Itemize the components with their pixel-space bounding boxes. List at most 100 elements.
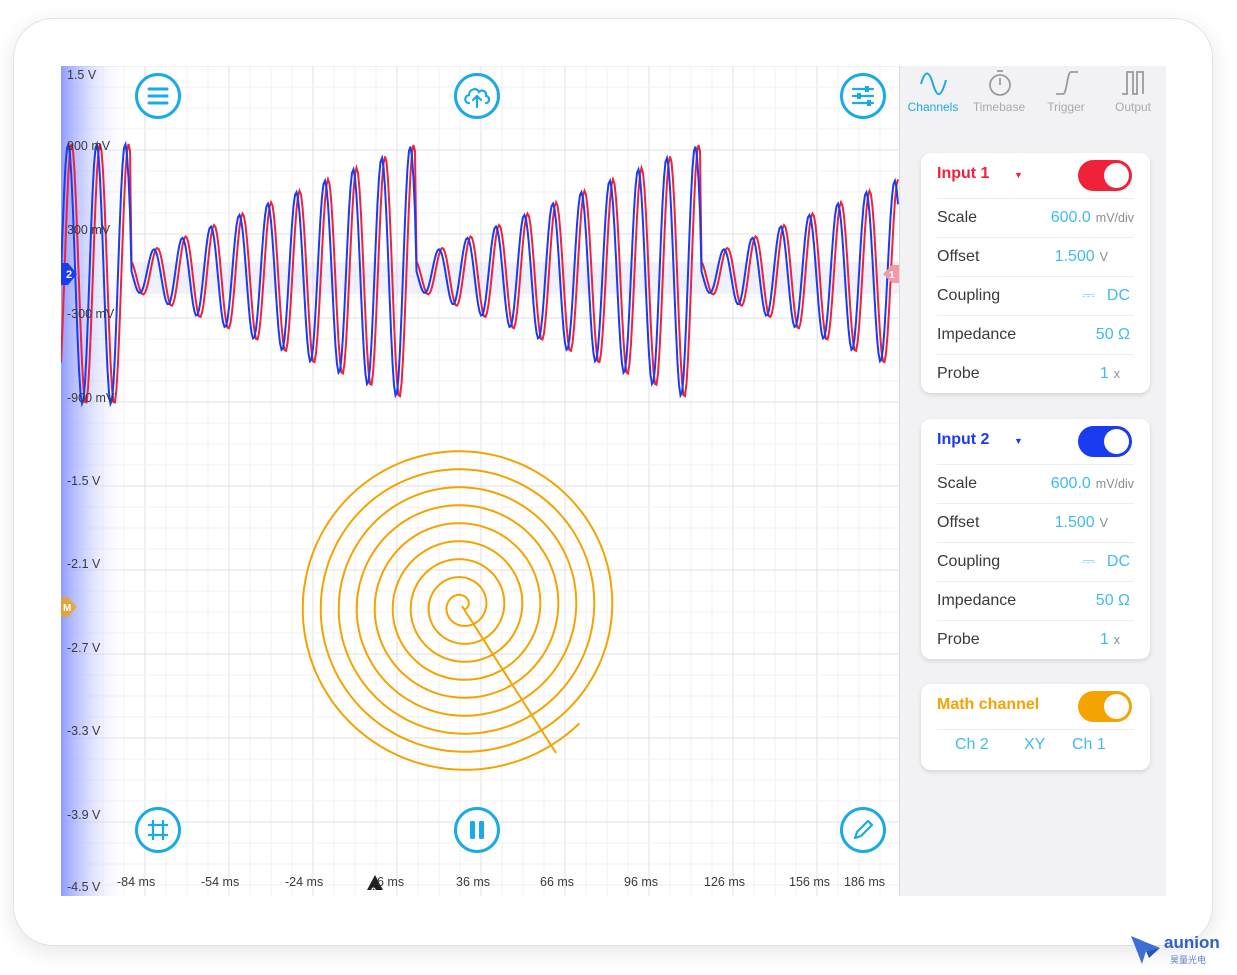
sine-wave-icon — [920, 72, 947, 95]
x-tick-label: -24 ms — [285, 875, 324, 889]
tab-label: Trigger — [1047, 100, 1085, 114]
tab-channels[interactable]: Channels — [900, 66, 966, 124]
dc-symbol-icon: ⎓ — [1082, 287, 1095, 304]
y-tick-label: -3.3 V — [67, 724, 101, 738]
input1-card: Input 1 ▼ Scale 600.0 mV/div Offset 1.500… — [921, 153, 1150, 393]
y-tick-label: -4.5 V — [67, 880, 101, 894]
input1-offset-row[interactable]: Offset 1.500 V — [937, 237, 1134, 277]
channel2-marker[interactable]: 2 — [61, 263, 77, 285]
scale-number: 600.0 — [1050, 209, 1091, 226]
cloud-upload-icon — [464, 88, 491, 109]
grid-button[interactable] — [135, 807, 181, 853]
brand-name: aunion — [1164, 933, 1220, 952]
offset-number: 1.500 — [1054, 514, 1095, 531]
math-marker[interactable]: M — [61, 597, 77, 617]
scale-unit: mV/div — [1095, 211, 1134, 225]
chevron-down-icon[interactable]: ▼ — [1014, 436, 1023, 446]
grid-icon — [148, 820, 168, 840]
channel2-trace — [61, 140, 899, 408]
tab-timebase[interactable]: Timebase — [966, 66, 1032, 124]
row-label: Coupling — [937, 287, 1001, 304]
input2-offset-row[interactable]: Offset 1.500 V — [937, 503, 1134, 543]
math-mode[interactable]: XY — [1024, 736, 1046, 753]
math-operand-a[interactable]: Ch 2 — [955, 736, 989, 753]
pulse-wave-icon — [1122, 71, 1144, 95]
pause-button[interactable] — [454, 807, 500, 853]
offset-unit: V — [1099, 516, 1108, 530]
toggle-knob — [1104, 163, 1129, 188]
scope-grid — [61, 66, 899, 896]
y-tick-label: -2.7 V — [67, 641, 101, 655]
x-tick-label: 126 ms — [704, 875, 745, 889]
coupling-text: DC — [1106, 553, 1130, 570]
probe-number: 1 — [1099, 631, 1109, 648]
x-tick-label: 186 ms — [844, 875, 885, 889]
math-header[interactable]: Math channel — [937, 684, 1134, 730]
input2-scale-row[interactable]: Scale 600.0 mV/div — [937, 464, 1134, 504]
cloud-upload-button[interactable] — [454, 73, 500, 119]
svg-text:M: M — [63, 603, 71, 614]
chevron-down-icon[interactable]: ▼ — [1014, 170, 1023, 180]
offset-value[interactable]: 1.500 V — [1055, 248, 1108, 266]
input2-card: Input 2 ▼ Scale 600.0 mV/div Offset 1.500… — [921, 419, 1150, 659]
probe-number: 1 — [1099, 365, 1109, 382]
row-label: Impedance — [937, 592, 1017, 609]
impedance-value[interactable]: 50 Ω — [1095, 326, 1130, 343]
scale-number: 600.0 — [1050, 475, 1091, 492]
tab-output[interactable]: Output — [1100, 66, 1166, 124]
trigger-time-marker[interactable]: 0 — [367, 875, 383, 896]
impedance-value[interactable]: 50 Ω — [1095, 592, 1130, 609]
math-operand-b[interactable]: Ch 1 — [1072, 736, 1106, 753]
annotate-button[interactable] — [840, 807, 886, 853]
scale-value[interactable]: 600.0 mV/div — [1051, 475, 1134, 493]
input1-scale-row[interactable]: Scale 600.0 mV/div — [937, 198, 1134, 238]
menu-icon — [147, 87, 169, 105]
row-label: Scale — [937, 475, 978, 492]
coupling-value[interactable]: ⎓ DC — [1082, 553, 1130, 571]
coupling-value[interactable]: ⎓ DC — [1082, 287, 1130, 305]
offset-value[interactable]: 1.500 V — [1055, 514, 1108, 532]
paper-plane-icon — [1131, 936, 1160, 964]
pause-icon — [470, 821, 484, 839]
math-toggle[interactable] — [1078, 691, 1132, 722]
settings-button[interactable] — [840, 73, 886, 119]
input1-header[interactable]: Input 1 ▼ — [937, 153, 1134, 199]
input2-toggle[interactable] — [1078, 426, 1132, 457]
input2-coupling-row[interactable]: Coupling ⎓ DC — [937, 542, 1134, 582]
math-xy-trace — [301, 450, 614, 771]
tab-trigger[interactable]: Trigger — [1033, 66, 1099, 124]
menu-button[interactable] — [135, 73, 181, 119]
input1-toggle[interactable] — [1078, 160, 1132, 191]
scope-canvas: 2 1 M 0 — [61, 66, 899, 896]
app-screen: 2 1 M 0 1.5 V 900 mV 300 mV -300 mV -900… — [61, 66, 1166, 896]
scale-unit: mV/div — [1095, 477, 1134, 491]
sliders-icon — [851, 86, 875, 106]
dc-symbol-icon: ⎓ — [1082, 553, 1095, 570]
input2-impedance-row[interactable]: Impedance 50 Ω — [937, 581, 1134, 621]
x-tick-label: 66 ms — [540, 875, 575, 889]
offset-number: 1.500 — [1054, 248, 1095, 265]
y-tick-label: -3.9 V — [67, 808, 101, 822]
y-tick-label: 900 mV — [67, 139, 111, 153]
trigger-edge-icon — [1056, 71, 1078, 95]
input2-header[interactable]: Input 2 ▼ — [937, 419, 1134, 465]
channel1-trace — [61, 143, 899, 404]
tab-label: Output — [1114, 100, 1152, 114]
scale-value[interactable]: 600.0 mV/div — [1051, 209, 1134, 227]
row-label: Impedance — [937, 326, 1017, 343]
tab-label: Channels — [907, 100, 959, 114]
brand-logo: aunion 昊量光电 — [1130, 933, 1230, 970]
scope-display[interactable]: 2 1 M 0 1.5 V 900 mV 300 mV -300 mV -900… — [61, 66, 899, 896]
input1-impedance-row[interactable]: Impedance 50 Ω — [937, 315, 1134, 355]
toggle-knob — [1104, 429, 1129, 454]
y-tick-label: -1.5 V — [67, 474, 101, 488]
row-label: Offset — [937, 248, 980, 265]
svg-text:2: 2 — [66, 269, 72, 281]
channel1-marker[interactable]: 1 — [883, 265, 899, 283]
x-tick-label: 36 ms — [456, 875, 491, 889]
input1-coupling-row[interactable]: Coupling ⎓ DC — [937, 276, 1134, 316]
